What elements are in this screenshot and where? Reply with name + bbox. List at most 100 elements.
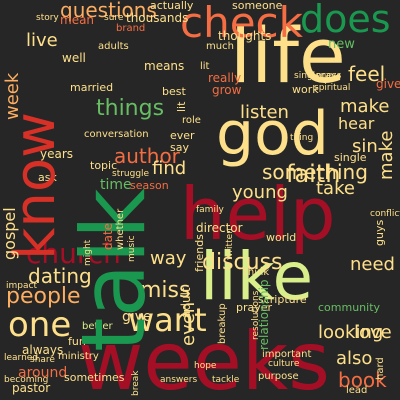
word-dating: dating	[28, 264, 92, 288]
word-hear: make	[340, 96, 390, 117]
word-hard: conflict	[370, 209, 400, 219]
word-want: want	[128, 301, 207, 339]
word-gives: work	[292, 83, 319, 96]
word-looking: take	[316, 178, 355, 199]
word-sometimes: fun	[68, 335, 86, 348]
word-make: make	[376, 130, 397, 180]
word-way: way	[150, 248, 187, 269]
word-grow: really	[208, 71, 242, 85]
word-share: spiritual	[314, 83, 351, 93]
word-married: music	[127, 235, 137, 262]
word-relationship: conversation	[84, 129, 149, 140]
word-best: means	[144, 59, 185, 73]
word-work: mean	[60, 13, 95, 27]
word-better: season	[130, 179, 169, 192]
word-conversation: community	[318, 301, 381, 314]
word-even: love	[354, 322, 392, 343]
word-always: sometimes	[64, 371, 125, 384]
word-ever: always	[22, 343, 64, 357]
word-topic: ask	[38, 171, 57, 184]
word-learned: break	[131, 370, 141, 396]
word-tackle: hope	[194, 361, 217, 371]
word-important: might	[83, 239, 93, 266]
word-means: married	[70, 81, 114, 94]
word-sure: ministry	[58, 351, 99, 362]
word-live: live	[26, 30, 58, 51]
word-gospel: pastor	[12, 381, 51, 395]
word-sin: sin	[352, 136, 378, 157]
word-actually: gospel	[0, 207, 19, 260]
word-think: prayer	[236, 301, 273, 314]
word-like: like	[200, 238, 314, 315]
word-say: ever	[170, 129, 195, 142]
word-hope: whether	[115, 208, 126, 250]
word-week: week	[2, 72, 23, 120]
word-answers: impact	[6, 281, 37, 291]
word-resolutions: family	[196, 205, 224, 215]
word-role: thoughts	[218, 29, 272, 43]
word-director: culture	[268, 359, 300, 369]
word-world: director	[196, 221, 243, 235]
word-mean: brand	[116, 23, 146, 34]
word-check: check	[180, 0, 303, 47]
word-miss: miss	[140, 278, 191, 303]
word-really: well	[62, 51, 86, 65]
word-becoming: lead	[346, 385, 368, 396]
word-life: life	[230, 11, 346, 100]
word-new: find	[152, 158, 187, 179]
word-family: single	[334, 151, 367, 164]
word-feel: feel	[348, 62, 386, 86]
word-need: looking	[318, 322, 384, 343]
word-listen: listen	[240, 102, 289, 123]
word-pastor: around	[18, 365, 68, 381]
word-take: hear	[338, 114, 375, 133]
word-let: singleness	[294, 71, 342, 81]
word-written: important	[262, 349, 312, 360]
word-ask: years	[40, 147, 74, 161]
word-breakup: learned	[4, 353, 39, 363]
word-might: becoming	[4, 375, 49, 385]
word-young: young	[232, 182, 288, 203]
word-give: scripture	[258, 293, 307, 306]
word-singleness: hard	[375, 357, 386, 380]
word-lit: guys	[373, 219, 386, 246]
word-adults: topic	[90, 159, 118, 172]
word-author: author	[114, 144, 180, 168]
word-thoughts: lit	[200, 61, 210, 72]
word-prayer: say	[170, 141, 189, 154]
word-questions: questions	[60, 0, 157, 22]
word-date: world	[266, 231, 297, 244]
word-conflict: date	[101, 222, 115, 250]
word-single: friends	[193, 234, 206, 272]
word-also: need	[350, 254, 395, 275]
word-behind: struggle	[112, 169, 150, 179]
word-well: thousands	[126, 11, 189, 25]
word-help: help	[180, 172, 336, 256]
word-weeks: weeks	[78, 315, 330, 400]
word-thing: share	[30, 355, 55, 365]
word-struggle: resolutions	[251, 290, 261, 340]
word-impact: thing	[290, 133, 314, 143]
word-does: does	[300, 0, 391, 41]
word-god: god	[216, 99, 329, 169]
word-whether: role	[182, 115, 201, 126]
word-book: book	[338, 368, 387, 392]
word-love: also	[336, 348, 373, 369]
word-community: adult	[179, 287, 193, 318]
word-music: think	[244, 267, 270, 278]
word-pray: gives	[376, 77, 400, 91]
word-purpose: answers	[160, 375, 198, 385]
word-scripture: new	[328, 37, 355, 52]
word-ministry: much	[206, 41, 234, 52]
word-time: time	[100, 177, 132, 193]
word-break: purpose	[258, 371, 299, 382]
word-brand: story	[36, 13, 59, 23]
word-church: church	[26, 237, 121, 270]
word-spiritual: lit	[175, 101, 188, 112]
word-talk: talk	[62, 188, 165, 352]
word-friends: written	[225, 228, 235, 260]
word-years: grow	[212, 83, 242, 97]
word-people: people	[6, 284, 81, 309]
word-things: things	[96, 96, 165, 121]
word-around: give	[122, 309, 152, 325]
